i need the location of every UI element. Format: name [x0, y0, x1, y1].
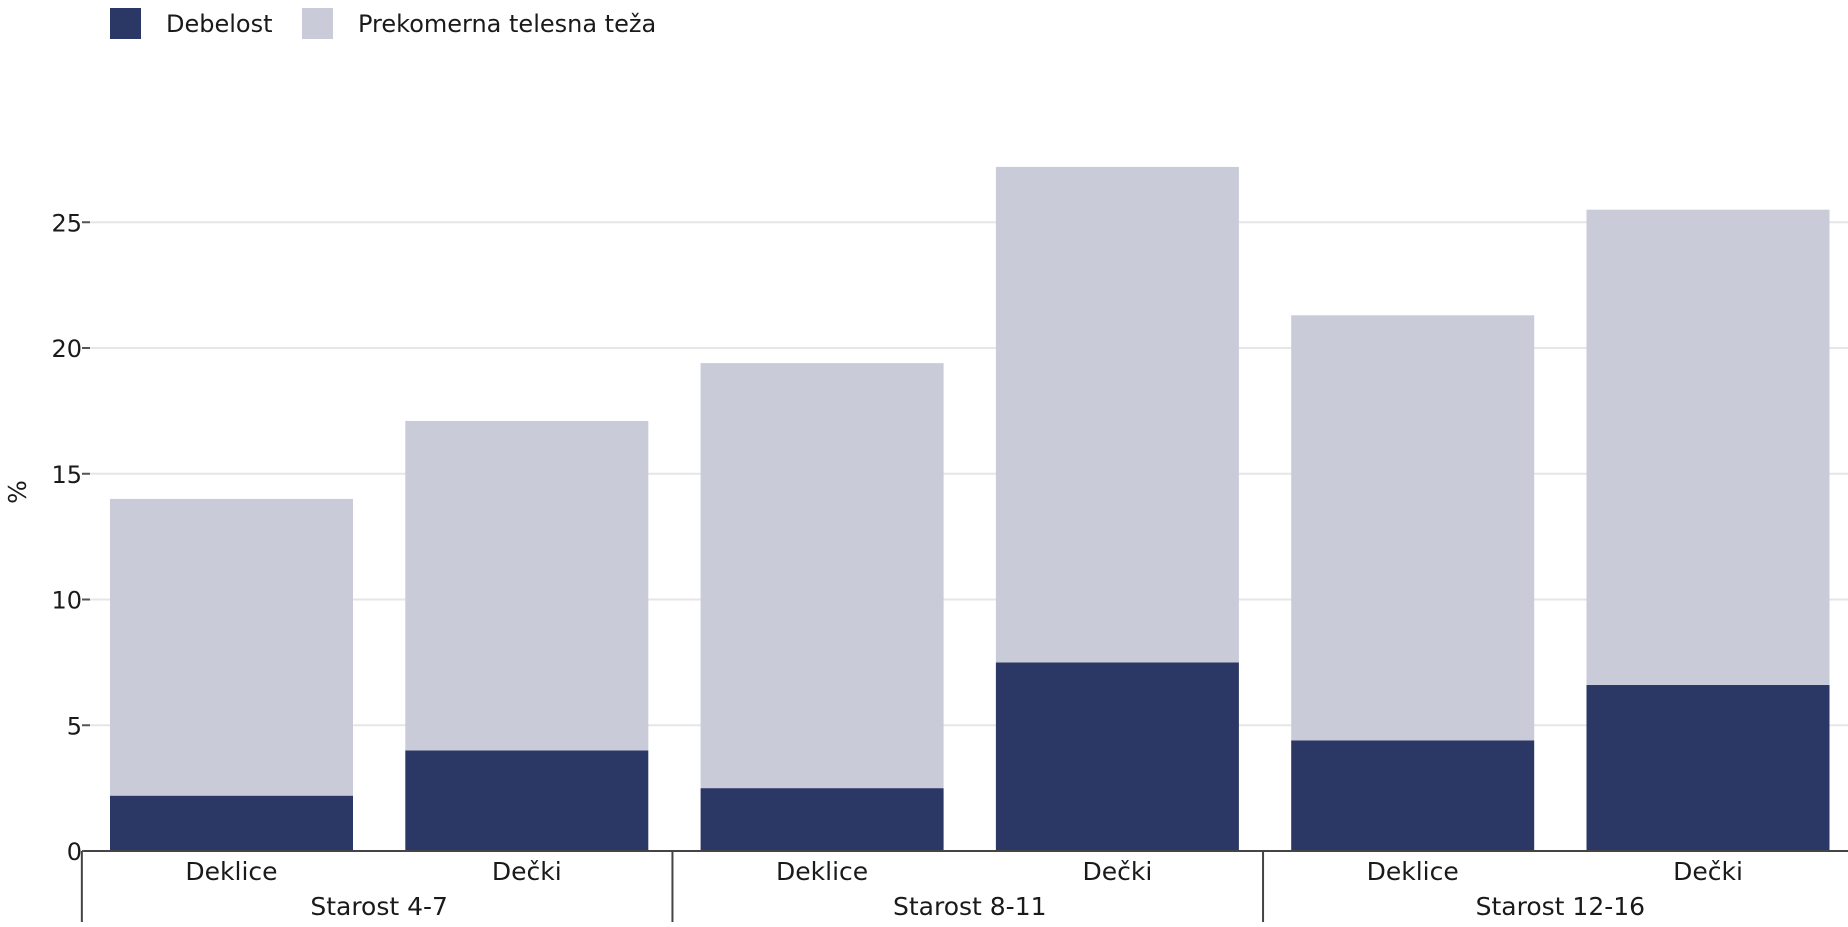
- y-tick-label: 10: [51, 587, 82, 615]
- legend-label-debelost: Debelost: [166, 10, 273, 38]
- bar-prekomerna: [700, 363, 944, 789]
- bar-debelost: [1291, 740, 1535, 851]
- x-category-label: Dečki: [492, 857, 562, 886]
- x-group-label: Starost 8-11: [893, 892, 1047, 921]
- x-group-label: Starost 12-16: [1476, 892, 1645, 921]
- y-tick-label: 0: [67, 838, 82, 866]
- bar-prekomerna: [405, 420, 649, 751]
- legend: Debelost Prekomerna telesna teža: [110, 8, 656, 39]
- x-category-label: Deklice: [185, 857, 277, 886]
- bars: [110, 166, 1830, 851]
- bar-debelost: [110, 795, 353, 851]
- bar-debelost: [700, 788, 944, 851]
- bar-prekomerna: [995, 166, 1239, 663]
- x-axis: Deklice Dečki Deklice Dečki Deklice Dečki Star…: [80, 850, 1848, 922]
- y-tick-label: 15: [51, 461, 82, 489]
- legend-swatch-prekomerna: [302, 8, 333, 39]
- bar-debelost: [995, 662, 1239, 851]
- legend-label-prekomerna: Prekomerna telesna teža: [358, 10, 656, 38]
- y-tick-label: 25: [51, 209, 82, 237]
- x-group-label: Starost 4-7: [310, 892, 448, 921]
- x-category-label: Deklice: [776, 857, 868, 886]
- bar-debelost: [405, 750, 649, 851]
- x-category-label: Dečki: [1082, 857, 1152, 886]
- legend-swatch-debelost: [110, 8, 141, 39]
- bar-prekomerna: [1586, 209, 1830, 686]
- y-axis-label: %: [3, 480, 32, 504]
- bar-prekomerna: [1291, 315, 1535, 741]
- bar-prekomerna: [110, 498, 353, 796]
- y-tick-label: 20: [51, 335, 82, 363]
- gridlines: [90, 221, 1848, 727]
- bar-debelost: [1586, 685, 1830, 851]
- y-tick-label: 5: [67, 712, 82, 740]
- y-axis: 0 5 10 15 20 25: [51, 209, 90, 866]
- x-category-label: Deklice: [1367, 857, 1459, 886]
- x-category-label: Dečki: [1673, 857, 1743, 886]
